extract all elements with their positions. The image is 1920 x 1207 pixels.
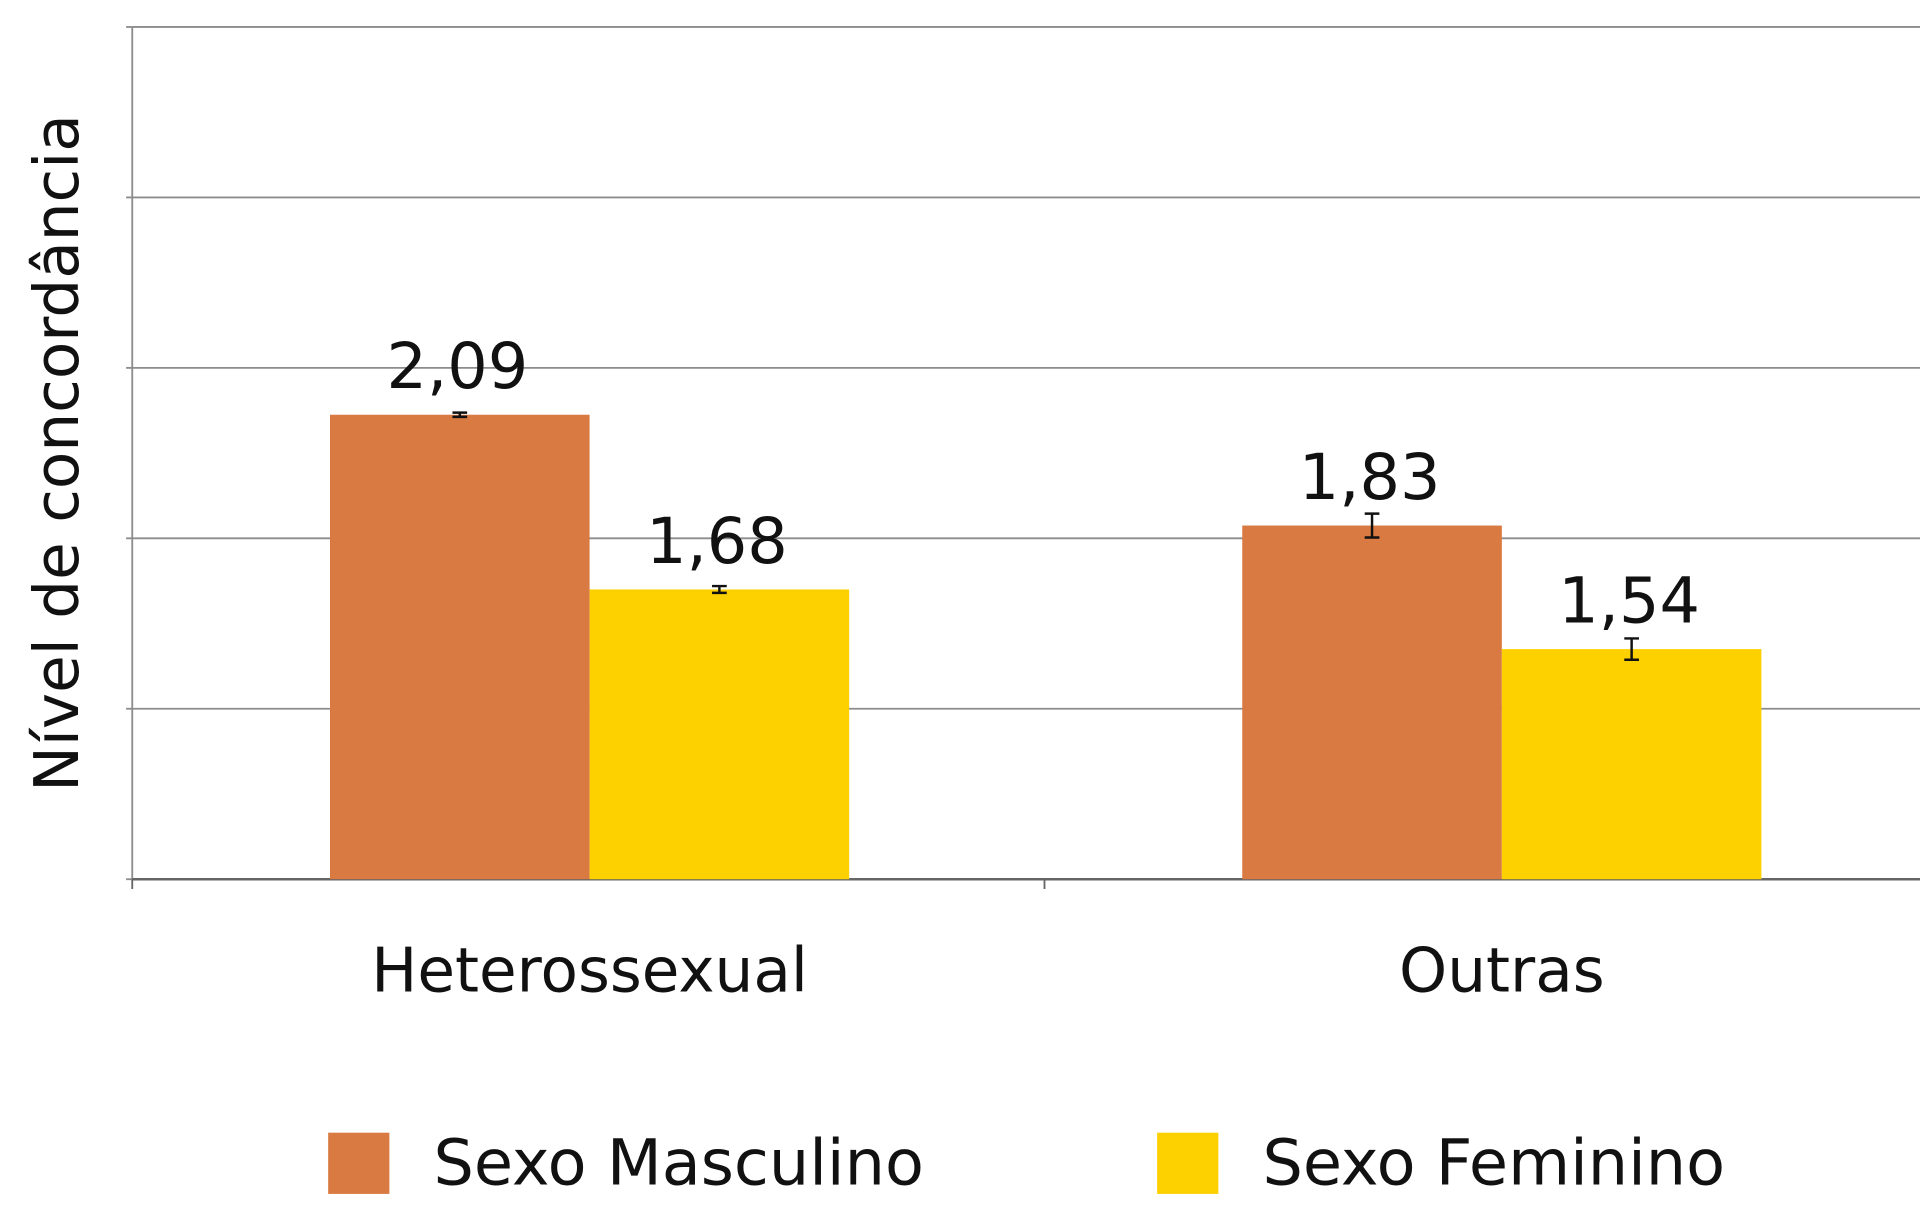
bar xyxy=(330,414,590,880)
error-bar xyxy=(1364,512,1380,539)
x-tick-label: Outras xyxy=(1399,935,1605,1006)
bar xyxy=(1242,525,1502,880)
value-label: 1,68 xyxy=(646,505,788,579)
x-tick-label: Heterossexual xyxy=(371,935,808,1006)
legend-swatch xyxy=(1157,1132,1219,1194)
value-label: 1,54 xyxy=(1558,565,1700,639)
error-bar xyxy=(712,584,727,595)
legend-label: Sexo Feminino xyxy=(1262,1127,1725,1201)
value-label: 1,83 xyxy=(1299,441,1441,515)
bar xyxy=(589,589,850,880)
legend-swatch xyxy=(328,1132,390,1194)
bar xyxy=(1501,649,1762,880)
error-bar xyxy=(452,411,468,419)
value-label: 2,09 xyxy=(386,330,528,404)
error-bar xyxy=(1624,637,1639,661)
legend-label: Sexo Masculino xyxy=(433,1127,923,1201)
y-axis-label: Nível de concordância xyxy=(22,114,93,792)
